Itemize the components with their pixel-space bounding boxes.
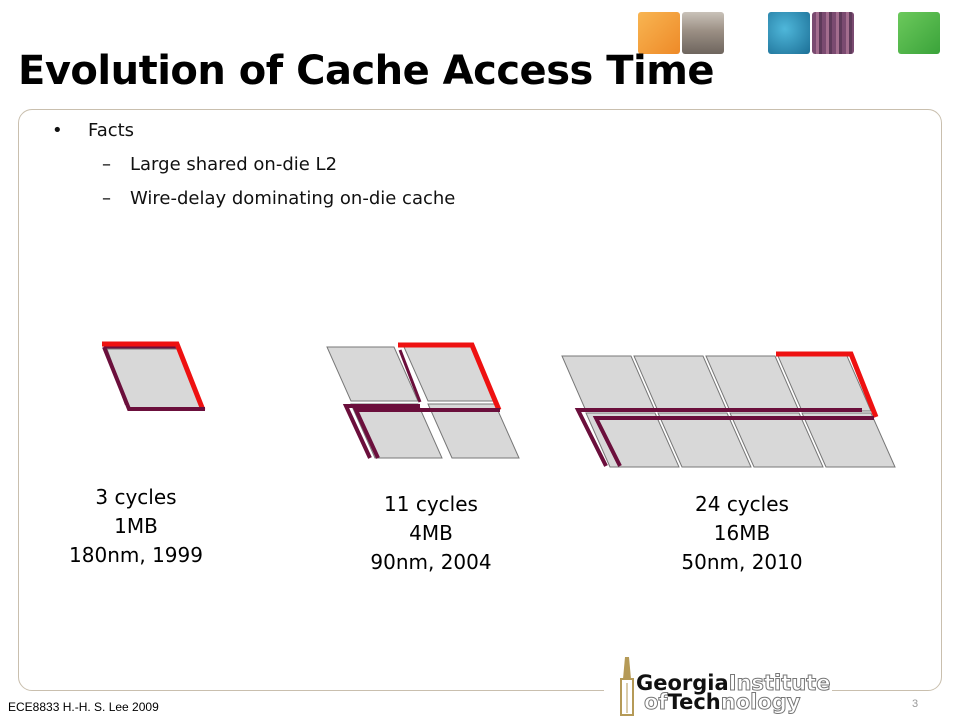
caption-size: 1MB: [114, 514, 158, 538]
logo-nology: nology: [720, 690, 801, 715]
cache-16mb-diagram: [561, 351, 896, 468]
cache-4mb-diagram: [326, 342, 520, 459]
sub-bullet-text: Large shared on-die L2: [130, 154, 338, 175]
access-path-red: [776, 351, 879, 418]
access-path-wire: [342, 404, 420, 459]
access-path-wire: [574, 408, 862, 467]
access-path-wire: [352, 408, 500, 459]
cache-cell: [801, 412, 896, 468]
logo-tech: Tech: [667, 690, 721, 714]
logo-institute: Institute: [728, 671, 831, 696]
caption-process: 180nm, 1999: [69, 543, 203, 567]
caption-size: 4MB: [409, 521, 453, 545]
tower-icon: [620, 657, 634, 716]
georgia-tech-logo: GeorgiaInstitute ofTechnology: [604, 655, 832, 717]
caption-1mb: 3 cycles 1MB 180nm, 1999: [16, 483, 256, 570]
green-photo-square: [898, 12, 940, 54]
campus-photo-square: [682, 12, 724, 54]
bullet-text: Facts: [88, 120, 135, 141]
caption-cycles: 3 cycles: [95, 485, 177, 509]
sub-bullet-marker: –: [102, 154, 111, 175]
cache-cell: [729, 412, 824, 468]
cache-cell: [657, 412, 752, 468]
sub-bullet-text: Wire-delay dominating on-die cache: [130, 188, 456, 209]
cache-1mb-diagram: [102, 341, 206, 411]
caption-16mb: 24 cycles 16MB 50nm, 2010: [622, 490, 862, 577]
caption-process: 50nm, 2010: [681, 550, 803, 574]
access-path-wire: [398, 349, 422, 403]
page-number: 3: [912, 698, 919, 710]
caption-cycles: 24 cycles: [695, 492, 789, 516]
cache-cell: [106, 348, 202, 410]
footer-text: ECE8833 H.-H. S. Lee 2009: [8, 700, 159, 714]
bullet-marker: •: [52, 120, 63, 141]
logo-georgia: Georgia: [636, 671, 729, 695]
access-path-red: [102, 341, 206, 411]
circuit-photo-square: [812, 12, 854, 54]
caption-process: 90nm, 2004: [370, 550, 492, 574]
logo-of: of: [644, 690, 669, 715]
access-path-wire: [102, 346, 205, 411]
caption-4mb: 11 cycles 4MB 90nm, 2004: [311, 490, 551, 577]
cache-cell: [326, 346, 419, 402]
slide-title: Evolution of Cache Access Time: [18, 48, 715, 94]
sub-bullet-marker: –: [102, 188, 111, 209]
caption-size: 16MB: [713, 521, 771, 545]
orange-photo-square: [638, 12, 680, 54]
content-frame: [18, 109, 942, 691]
cache-cell: [585, 412, 680, 468]
cache-cell: [427, 403, 520, 459]
teal-photo-square: [768, 12, 810, 54]
access-path-wire: [592, 416, 874, 467]
access-path-red: [398, 342, 502, 411]
caption-cycles: 11 cycles: [384, 492, 478, 516]
